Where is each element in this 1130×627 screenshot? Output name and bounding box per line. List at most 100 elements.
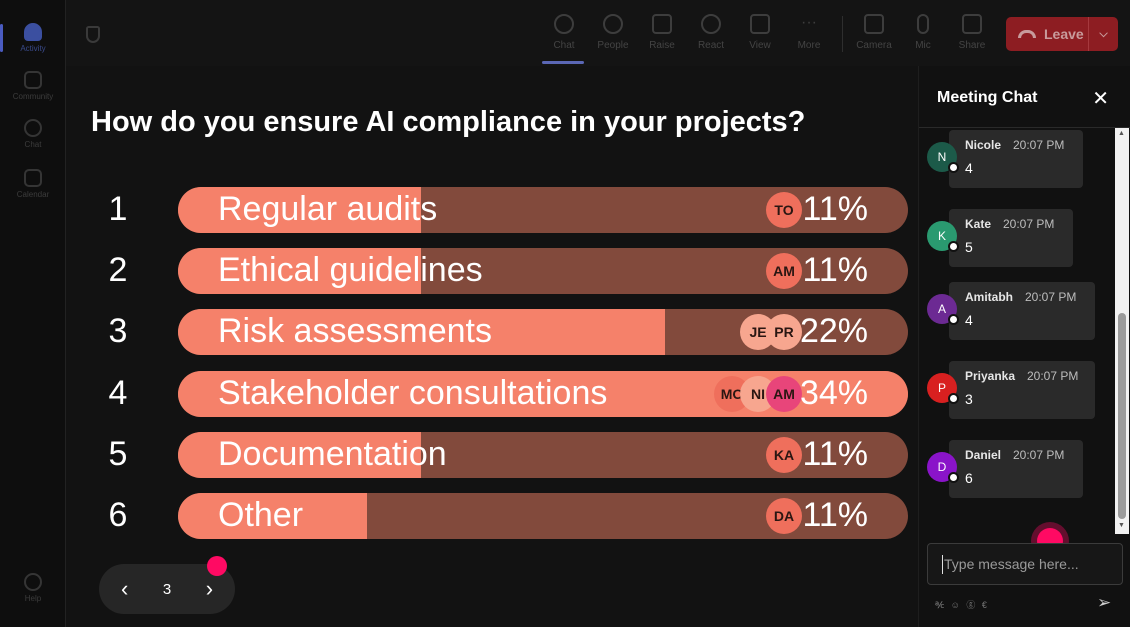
phone-hangup-icon [1018,30,1036,38]
leave-label: Leave [1044,26,1084,42]
message-text: 4 [965,160,973,176]
toolbar-people-button[interactable]: People [591,10,635,60]
message-text: 3 [965,391,973,407]
leave-button[interactable]: Leave ⌵ [1006,17,1118,51]
option-number: 2 [108,251,128,289]
bell-icon [24,23,42,41]
poll-option[interactable]: 3 Risk assessments PR JE 22% [66,309,918,355]
rail-item-chat[interactable]: Chat [2,110,64,158]
option-bar: Ethical guidelines AM 11% [178,248,908,294]
chat-icon [554,14,574,34]
toolbar-label: Mic [915,40,931,51]
voter-avatar: AM [766,253,802,289]
presentation-stage: How do you ensure AI compliance in your … [66,66,918,627]
toolbar-mic-button[interactable]: Mic [901,10,945,60]
voter-avatar: DA [766,498,802,534]
rail-label: Calendar [16,190,50,199]
poll-option[interactable]: 4 Stakeholder consultations AM NI MO 34% [66,371,918,417]
close-icon[interactable]: ✕ [1092,88,1109,110]
message-input[interactable]: Type message here... [927,543,1123,585]
chevron-down-icon[interactable]: ⌵ [1088,17,1118,51]
calendar-icon [24,169,42,187]
message-time: 20:07 PM [1003,217,1055,231]
app-rail: Activity Community Chat Calendar Help [0,0,66,627]
scroll-thumb[interactable] [1118,313,1126,519]
poll-option[interactable]: 1 Regular audits TO 11% [66,187,918,233]
rail-label: Community [12,92,54,101]
chat-header: Meeting Chat ✕ [919,66,1130,128]
toolbar-view-button[interactable]: View [738,10,782,60]
toolbar-label: Camera [856,40,892,51]
chat-title: Meeting Chat [937,89,1038,106]
toolbar-more-button[interactable]: ··· More [787,10,831,60]
toolbar-chat-button[interactable]: Chat [542,10,586,64]
poll-question: How do you ensure AI compliance in your … [91,106,806,138]
toolbar-label: People [597,40,629,51]
message-bubble: Nicole 20:07 PM 4 [949,130,1083,188]
option-bar-fill [178,248,421,294]
toolbar-label: React [697,40,725,51]
option-bar: Stakeholder consultations AM NI MO 34% [178,371,908,417]
voter-avatars: DA [766,498,802,534]
scroll-down-icon[interactable]: ▼ [1118,522,1125,529]
toolbar-label: View [749,40,771,51]
scroll-up-icon[interactable]: ▲ [1118,130,1125,137]
option-label: Ethical guidelines [218,251,483,289]
message-bubble: Daniel 20:07 PM 6 [949,440,1083,498]
poll-option[interactable]: 5 Documentation KA 11% [66,432,918,478]
toolbar-label: More [797,40,821,51]
prev-slide-button[interactable]: ‹ [120,576,129,601]
option-percent: 11% [802,435,868,473]
rail-item-calendar[interactable]: Calendar [2,160,64,208]
message-time: 20:07 PM [1013,138,1065,152]
option-percent: 22% [799,312,868,350]
message-time: 20:07 PM [1027,369,1079,383]
message-bubble: Amitabh 20:07 PM 4 [949,282,1095,340]
poll-option[interactable]: 6 Other DA 11% [66,493,918,539]
toolbar-share-button[interactable]: Share [950,10,994,60]
camera-off-icon [864,14,884,34]
option-bar-fill [178,493,367,539]
option-percent: 11% [802,190,868,228]
chat-icon [24,119,42,137]
poll-option[interactable]: 2 Ethical guidelines AM 11% [66,248,918,294]
next-slide-button[interactable]: › [205,576,214,601]
sender-name: Priyanka [965,369,1016,383]
option-percent: 11% [802,496,868,534]
sender-name: Nicole [965,138,1002,152]
voter-avatars: KA [766,437,802,473]
people-icon [603,14,623,34]
message-time: 20:07 PM [1013,448,1065,462]
voter-avatars: AM NI MO [714,376,802,412]
toolbar-react-button[interactable]: React [689,10,733,60]
chat-scrollbar[interactable]: ▲ ▼ [1115,128,1129,534]
option-bar-fill [178,187,421,233]
option-label: Risk assessments [218,312,492,350]
option-label: Documentation [218,435,447,473]
voter-avatars: AM [766,253,802,289]
smiley-icon [701,14,721,34]
voter-avatar: AM [766,376,802,412]
meeting-toolbar: Chat People Raise React View ··· More Ca… [66,0,1130,66]
text-caret [942,555,943,574]
rail-item-help[interactable]: Help [2,564,64,612]
message-bubble: Kate 20:07 PM 5 [949,209,1073,267]
message-text: 4 [965,312,973,328]
sender-name: Amitabh [965,290,1013,304]
rail-item-community[interactable]: Community [2,62,64,110]
send-icon[interactable]: ➢ [1097,593,1112,612]
rail-item-activity[interactable]: Activity [0,14,64,62]
message-placeholder: Type message here... [944,556,1079,572]
toolbar-raise-button[interactable]: Raise [640,10,684,60]
option-bar: Regular audits TO 11% [178,187,908,233]
toolbar-camera-button[interactable]: Camera [852,10,896,60]
pointer-indicator [207,556,227,576]
toolbar-label: Raise [649,40,675,51]
meeting-chat-panel: Meeting Chat ✕ Nicole 20:07 PM 4 N Kate 20:07… [918,66,1130,627]
presence-icon [948,393,959,404]
format-tools[interactable]: ℀ ☺ ⓖ € [935,600,989,610]
option-number: 1 [108,190,128,228]
message-text: 5 [965,239,973,255]
option-percent: 34% [799,374,868,412]
presence-icon [948,241,959,252]
